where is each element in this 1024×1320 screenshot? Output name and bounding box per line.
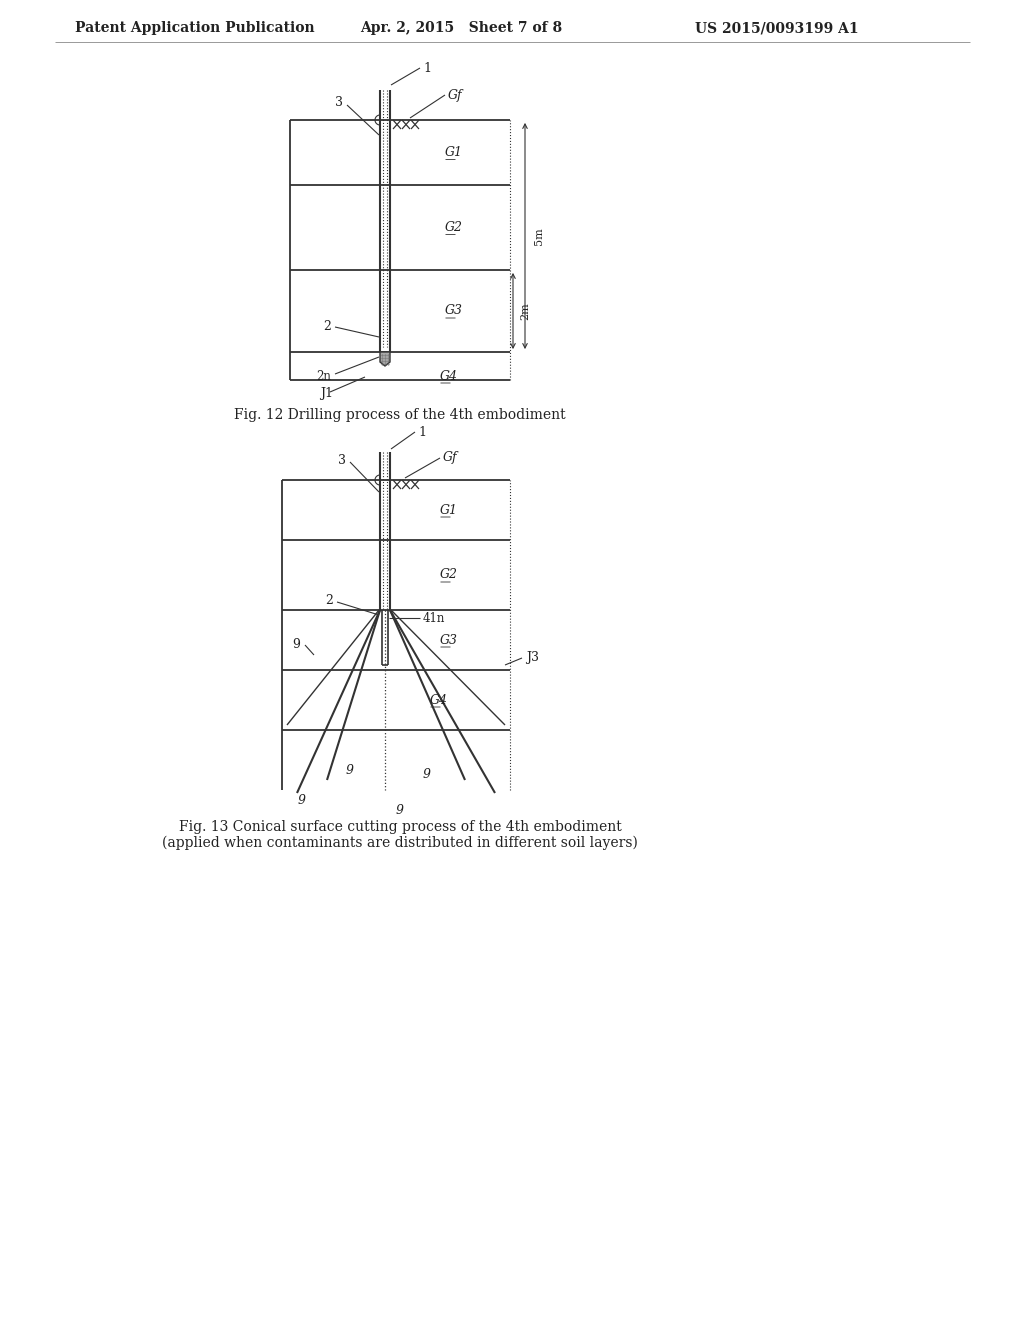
Text: G3: G3 — [440, 634, 458, 647]
Text: 2n: 2n — [316, 370, 331, 383]
Text: 9: 9 — [423, 768, 431, 781]
Polygon shape — [380, 352, 390, 366]
Text: Gf: Gf — [449, 88, 463, 102]
Text: 1: 1 — [418, 425, 426, 438]
Text: 3: 3 — [338, 454, 346, 466]
Text: 9: 9 — [346, 763, 354, 776]
Text: 2: 2 — [326, 594, 333, 606]
Text: 5m: 5m — [534, 227, 544, 246]
Text: Fig. 13 Conical surface cutting process of the 4th embodiment: Fig. 13 Conical surface cutting process … — [178, 820, 622, 834]
Text: 41n: 41n — [423, 611, 445, 624]
Text: 2: 2 — [324, 321, 331, 334]
Text: Patent Application Publication: Patent Application Publication — [75, 21, 314, 36]
Text: 9: 9 — [298, 793, 306, 807]
Text: G2: G2 — [440, 569, 458, 582]
Text: Gf: Gf — [443, 451, 458, 465]
Text: J1: J1 — [319, 388, 333, 400]
Text: US 2015/0093199 A1: US 2015/0093199 A1 — [695, 21, 859, 36]
Text: 3: 3 — [335, 95, 343, 108]
Text: (applied when contaminants are distributed in different soil layers): (applied when contaminants are distribut… — [162, 836, 638, 850]
Text: 2m: 2m — [520, 302, 530, 319]
Text: G2: G2 — [445, 220, 463, 234]
Text: G1: G1 — [440, 503, 458, 516]
Text: G4: G4 — [430, 693, 449, 706]
Text: G1: G1 — [445, 147, 463, 158]
Text: G3: G3 — [445, 305, 463, 318]
Text: G4: G4 — [440, 370, 458, 383]
Text: 9: 9 — [292, 639, 300, 652]
Text: 9: 9 — [396, 804, 404, 817]
Text: 1: 1 — [423, 62, 431, 74]
Text: Fig. 12 Drilling process of the 4th embodiment: Fig. 12 Drilling process of the 4th embo… — [234, 408, 566, 422]
Text: J3: J3 — [526, 652, 539, 664]
Text: Apr. 2, 2015   Sheet 7 of 8: Apr. 2, 2015 Sheet 7 of 8 — [360, 21, 562, 36]
